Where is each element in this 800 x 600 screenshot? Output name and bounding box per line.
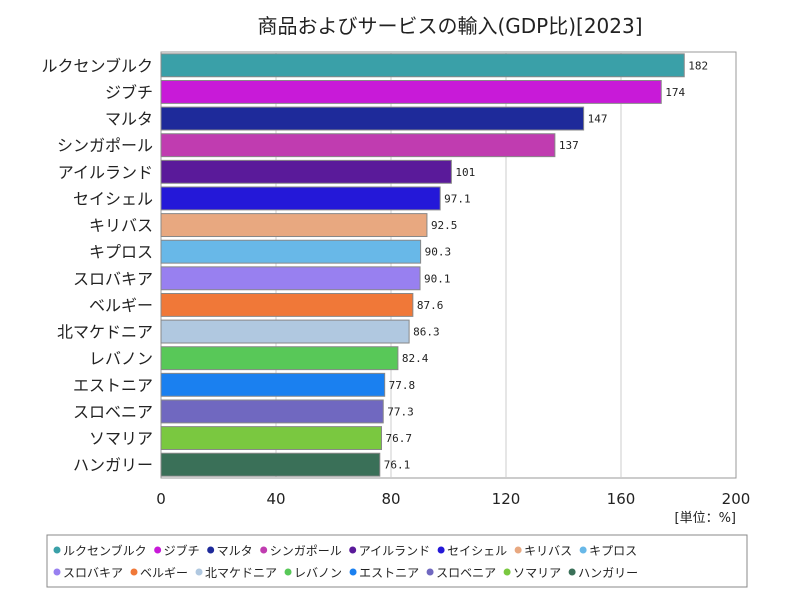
x-axis-ticks: 0 40 80 120 160 200 — [156, 490, 750, 508]
data-label: 174 — [665, 86, 685, 99]
legend-marker — [349, 546, 357, 554]
x-tick-label: 120 — [492, 490, 521, 508]
legend-marker — [130, 568, 138, 576]
legend-label: キプロス — [589, 544, 637, 558]
category-label: キリバス — [89, 216, 153, 235]
category-label: ベルギー — [89, 296, 153, 315]
legend-marker — [154, 546, 162, 554]
legend-label: レバノン — [294, 566, 342, 580]
legend-label: ルクセンブルク — [63, 543, 147, 558]
bar — [160, 452, 381, 477]
bar — [160, 426, 383, 451]
category-label: レバノン — [89, 349, 153, 368]
legend-label: スロバキア — [63, 566, 123, 580]
legend-marker — [579, 546, 587, 554]
legend-marker — [260, 546, 268, 554]
legend-marker — [284, 568, 292, 576]
legend-marker — [568, 568, 576, 576]
bar — [160, 53, 685, 78]
data-label: 87.6 — [417, 299, 444, 312]
bar — [160, 399, 384, 424]
data-label: 76.7 — [386, 432, 413, 445]
legend-box — [46, 534, 748, 588]
data-label: 147 — [588, 113, 608, 126]
data-label: 101 — [455, 166, 475, 179]
bar — [160, 159, 452, 184]
category-label: ジブチ — [105, 83, 153, 102]
data-label: 76.1 — [384, 459, 411, 472]
category-label: ハンガリー — [73, 456, 153, 475]
x-tick-label: 80 — [381, 490, 400, 508]
data-label: 86.3 — [413, 326, 440, 339]
legend-label: ベルギー — [140, 566, 188, 580]
data-label: 90.3 — [425, 246, 452, 259]
bar — [160, 106, 585, 131]
x-tick-label: 200 — [722, 490, 751, 508]
data-label: 82.4 — [402, 352, 429, 365]
unit-label: [単位：%] — [675, 510, 737, 526]
category-label: 北マケドニア — [57, 323, 153, 342]
category-label: スロベニア — [73, 402, 153, 421]
legend-label: ハンガリー — [578, 566, 638, 580]
bar — [160, 186, 441, 211]
category-label: ソマリア — [89, 429, 153, 448]
x-tick-label: 160 — [607, 490, 636, 508]
bar — [160, 372, 386, 397]
legend-label: セイシェル — [447, 544, 507, 558]
bar — [160, 213, 428, 238]
legend-marker — [514, 546, 522, 554]
legend-marker — [53, 568, 61, 576]
bars: 182 174 147 137 101 97.1 92.5 90.3 90.1 87.6 86.3 8… — [160, 53, 708, 477]
category-labels: ルクセンブルクジブチマルタシンガポールアイルランドセイシェルキリバスキプロススロ… — [41, 56, 153, 474]
category-label: セイシェル — [73, 189, 153, 208]
category-label: スロバキア — [73, 269, 153, 288]
data-label: 97.1 — [444, 192, 471, 205]
bar — [160, 79, 662, 104]
bar — [160, 266, 421, 291]
bar — [160, 319, 410, 344]
data-label: 92.5 — [431, 219, 458, 232]
x-tick-label: 40 — [266, 490, 285, 508]
legend-label: ジブチ — [164, 543, 200, 558]
legend-marker — [207, 546, 215, 554]
category-label: アイルランド — [58, 163, 153, 182]
data-label: 77.3 — [387, 405, 414, 418]
legend-marker — [437, 546, 445, 554]
data-label: 77.8 — [389, 379, 416, 392]
category-label: ルクセンブルク — [41, 56, 153, 75]
bar — [160, 292, 414, 317]
bar — [160, 239, 422, 264]
legend-marker — [195, 568, 203, 576]
category-label: キプロス — [89, 243, 153, 262]
legend-marker — [426, 568, 434, 576]
legend-label: シンガポール — [270, 544, 342, 558]
legend-label: マルタ — [217, 544, 253, 558]
data-label: 90.1 — [424, 272, 451, 285]
legend-label: スロベニア — [436, 566, 496, 580]
legend-label: アイルランド — [359, 544, 430, 558]
legend: ルクセンブルク ジブチ マルタ シンガポール アイルランド セイシェル キリバス キプロススロ… — [53, 543, 638, 580]
legend-marker — [503, 568, 511, 576]
data-label: 137 — [559, 139, 579, 152]
chart-title: 商品およびサービスの輸入(GDP比)[2023] — [257, 14, 642, 38]
legend-marker — [53, 546, 61, 554]
legend-label: 北マケドニア — [205, 566, 277, 580]
data-label: 182 — [688, 59, 708, 72]
bar — [160, 133, 556, 158]
category-label: シンガポール — [57, 136, 153, 155]
legend-label: エストニア — [359, 566, 419, 580]
bar — [160, 346, 399, 371]
category-label: マルタ — [105, 110, 153, 129]
x-tick-label: 0 — [156, 490, 166, 508]
category-label: エストニア — [73, 376, 153, 395]
legend-label: ソマリア — [513, 566, 561, 580]
legend-label: キリバス — [524, 544, 572, 558]
legend-marker — [349, 568, 357, 576]
